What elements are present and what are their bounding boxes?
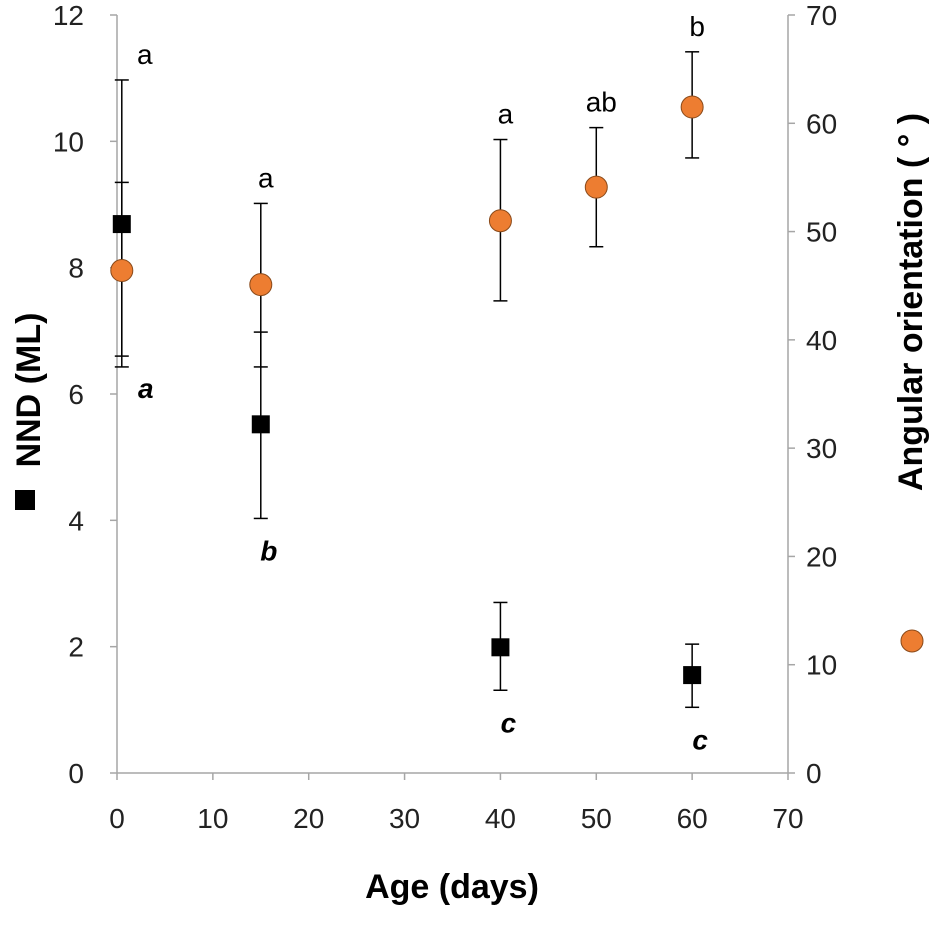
y2-tick-label: 10 [806,650,837,681]
x-tick-label: 40 [485,803,516,834]
nnd-significance-label: c [692,724,708,755]
angle-point [680,95,704,119]
y-tick-label: 6 [68,379,84,410]
y2-tick-label: 0 [806,758,822,789]
y-tick-label: 4 [68,505,84,536]
y-tick-label: 2 [68,632,84,663]
angle-significance-label: a [137,39,153,70]
y2-tick-label: 20 [806,541,837,572]
angle-significance-label: a [258,162,274,193]
nnd-point [491,638,510,657]
y2-tick-label: 40 [806,325,837,356]
x-tick-label: 30 [389,803,420,834]
y-tick-label: 0 [68,758,84,789]
angle-point [488,209,512,233]
nnd-significance-label: b [260,535,277,566]
y-tick-label: 8 [68,253,84,284]
y-axis-label: NND (ML) [10,313,48,468]
y-tick-label: 12 [53,0,84,31]
nnd-significance-label: a [138,373,154,404]
nnd-legend-square-icon [15,490,35,510]
nnd-point [251,415,270,434]
y2-axis-label: Angular orientation ( ° ) [892,113,930,491]
y2-tick-label: 60 [806,108,837,139]
angle-point [249,273,273,297]
x-tick-label: 60 [677,803,708,834]
x-tick-label: 70 [772,803,803,834]
angle-significance-label: a [498,99,514,130]
x-tick-label: 0 [109,803,125,834]
y2-tick-label: 70 [806,0,837,31]
nnd-point [683,666,702,685]
x-tick-label: 20 [293,803,324,834]
angle-significance-label: ab [586,87,617,118]
x-axis-label: Age (days) [365,868,539,906]
x-tick-label: 10 [197,803,228,834]
y2-tick-label: 30 [806,433,837,464]
angle-point [584,175,608,199]
nnd-point [112,215,131,234]
y-tick-label: 10 [53,126,84,157]
angle-significance-label: b [689,11,705,42]
angle-point [110,259,134,283]
nnd-significance-label: c [501,707,517,738]
y2-tick-label: 50 [806,217,837,248]
angle-legend-circle-icon [900,629,924,653]
x-tick-label: 50 [581,803,612,834]
